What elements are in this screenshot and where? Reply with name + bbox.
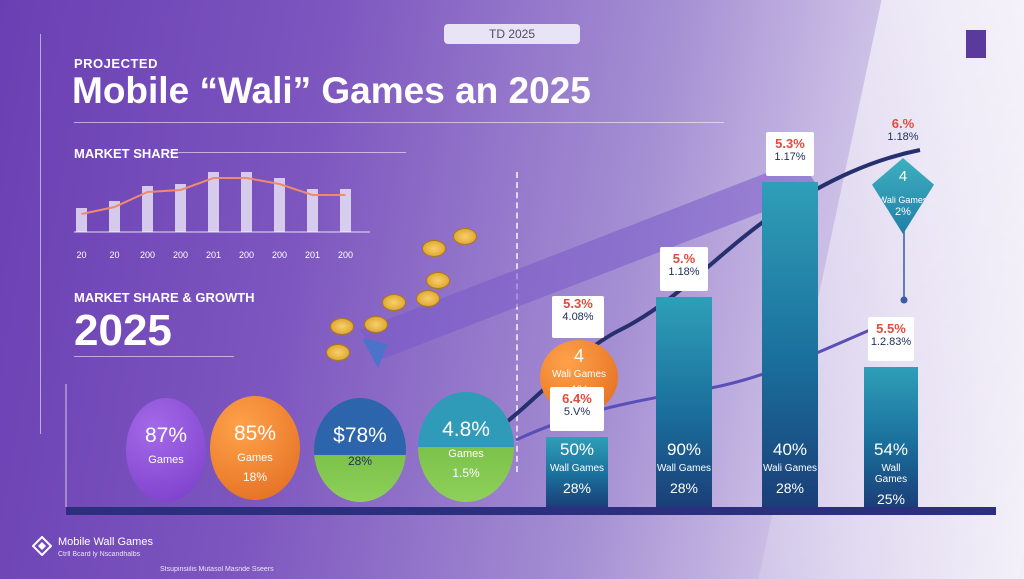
growth-bar-values: 54% Wall Games 25% — [873, 440, 909, 507]
growth-bar-tag: 5.% 1.18% — [660, 247, 708, 291]
growth-bar-values: 50% Wall Games 28% — [549, 440, 605, 496]
coin-icon — [426, 272, 450, 289]
oval-teal-green: 4.8% Games 1.5% — [418, 392, 514, 502]
oval-value: $78% — [333, 424, 387, 447]
oval-value: 85% — [233, 422, 277, 445]
chart-baseline — [66, 507, 996, 515]
coin-icon — [364, 316, 388, 333]
arrow-tip-icon — [362, 338, 388, 368]
market-share-bar — [241, 172, 252, 232]
dashed-divider — [516, 172, 518, 472]
market-share-bar — [208, 172, 219, 232]
coin-icon — [422, 240, 446, 257]
orange-circle-tag: 5.3% 4.08% — [552, 296, 604, 338]
growth-bar — [864, 367, 918, 507]
oval-label: Games — [148, 454, 184, 466]
oval-value: 87% — [144, 424, 188, 447]
growth-label: MARKET SHARE & GROWTH — [74, 290, 255, 305]
market-share-chart: 20 20 200 200 201 200 200 201 200 — [74, 172, 370, 260]
market-share-bar — [307, 189, 318, 232]
growth-bar-values: 40% Wali Games 28% — [762, 440, 818, 496]
market-share-bar — [76, 208, 87, 232]
market-share-tick: 200 — [272, 250, 287, 260]
coin-icon — [330, 318, 354, 335]
market-share-tick: 201 — [206, 250, 221, 260]
coin-icon — [382, 294, 406, 311]
corner-flag-icon — [966, 30, 986, 58]
growth-bar-values: 90% Wall Games 28% — [656, 440, 712, 496]
growth-bar-tag: 5.5% 1.2.83% — [868, 317, 914, 361]
market-share-tick: 20 — [76, 250, 86, 260]
market-share-bar — [109, 201, 120, 232]
oval-pct: 18% — [242, 470, 268, 484]
oval-blue-green: $78% 28% — [314, 398, 406, 502]
market-share-line — [170, 152, 406, 153]
oval-orange: 85% Games 18% — [210, 396, 300, 500]
oval-label: Games — [237, 452, 273, 464]
growth-bar-tag: 6.4% 5.V% — [550, 387, 604, 431]
oval-value: 4.8% — [442, 418, 490, 441]
market-share-tick: 20 — [109, 250, 119, 260]
title-kicker: PROJECTED — [74, 56, 158, 71]
coin-icon — [453, 228, 477, 245]
oval-purple: 87% Games — [126, 398, 206, 502]
growth-bar — [656, 297, 712, 507]
diamond-tag: 6.% 1.18% — [887, 116, 919, 143]
brand-logo-icon — [32, 536, 52, 556]
growth-arrow-band — [360, 160, 820, 360]
year-badge: TD 2025 — [444, 24, 580, 44]
market-share-tick: 200 — [239, 250, 254, 260]
growth-bar-tag: 5.3% 1.17% — [766, 132, 814, 176]
footer-brand: Mobile Wall Games — [58, 536, 153, 548]
footer-brand-sub: Ctrll Bcard ly Nscandhalbs — [58, 551, 141, 558]
market-share-bar — [274, 178, 285, 232]
market-share-tick: 200 — [173, 250, 188, 260]
market-share-tick: 201 — [305, 250, 320, 260]
growth-divider — [74, 356, 234, 357]
market-share-tick: 200 — [338, 250, 353, 260]
growth-bar — [762, 182, 818, 507]
market-share-bar — [340, 189, 351, 232]
market-share-label: MARKET SHARE — [74, 146, 179, 161]
page-title: Mobile “Wali” Games an 2025 — [72, 70, 591, 111]
coin-icon — [416, 290, 440, 307]
market-share-tick: 200 — [140, 250, 155, 260]
oval-pct: 28% — [347, 454, 373, 468]
title-divider — [74, 122, 724, 123]
oval-label: Games — [448, 448, 484, 460]
footer-note: Stsupinsiilis Mutasol Masnde Sseers — [160, 566, 274, 573]
left-guide-line — [40, 34, 41, 434]
growth-year: 2025 — [74, 306, 172, 355]
market-share-bar — [175, 184, 186, 232]
growth-bar — [546, 437, 608, 507]
market-share-bar — [142, 186, 153, 232]
coin-icon — [326, 344, 350, 361]
oval-pct: 1.5% — [452, 466, 480, 480]
